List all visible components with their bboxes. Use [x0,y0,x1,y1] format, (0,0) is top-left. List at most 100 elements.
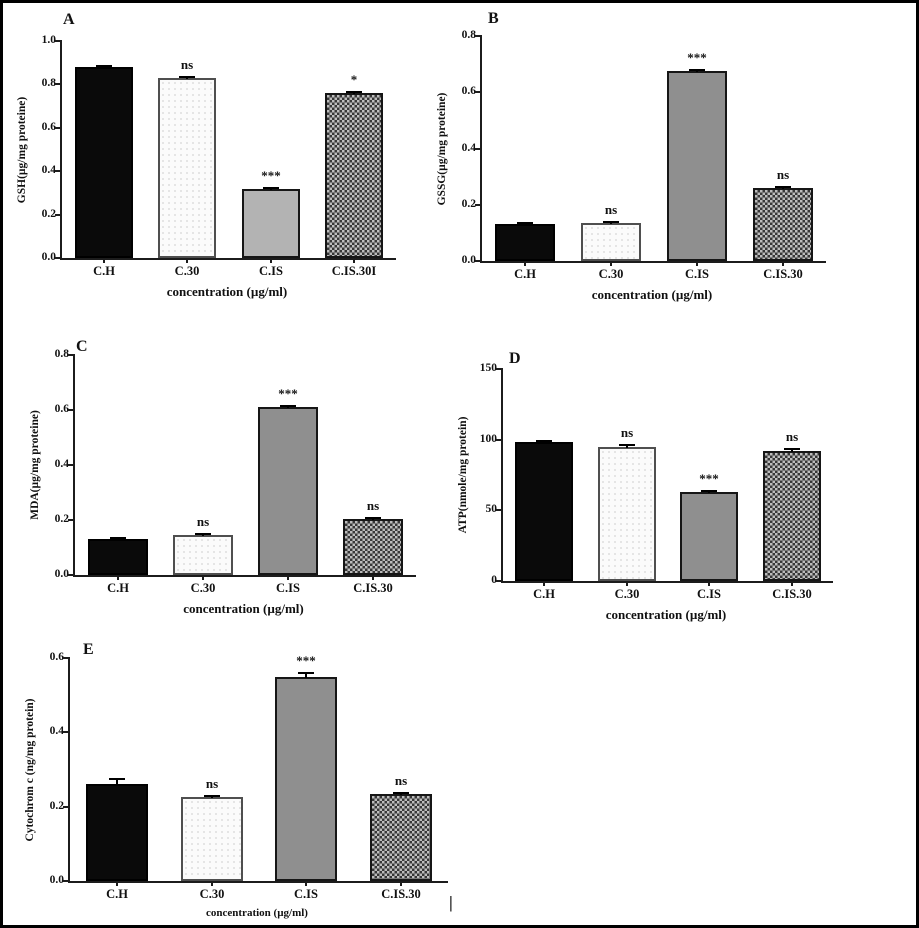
significance-label: *** [296,653,316,668]
y-tick-mark [496,438,503,441]
bar-C.30 [181,797,243,881]
error-bar [298,672,314,678]
error-bar [689,69,705,72]
y-tick-label: 0.2 [41,207,56,220]
y-tick-label: 0.8 [461,29,476,41]
y-tick-mark [496,368,503,370]
y-tick-mark [68,464,75,466]
error-bar [263,187,279,190]
y-axis-title: MDA(µg/mg proteine) [29,410,41,520]
x-tick-mark [543,581,545,586]
bar-C.30 [581,223,641,261]
y-tick-label: 0.2 [49,799,64,812]
bar-C.IS [680,492,738,581]
plot-area-D: 0 50 100 150 C.H ns C.30 *** C.IS ns C.IS.30 [480,362,833,601]
y-tick-label: 0.4 [461,141,476,154]
x-category-label: C.IS [276,581,300,595]
stray-mark: | [449,893,453,912]
bar-C.IS.30 [370,794,432,881]
x-category-label: C.H [514,267,536,281]
significance-label: *** [699,471,719,486]
error-bar [204,795,220,798]
y-tick-label: 0 [491,574,497,586]
x-tick-mark [211,881,213,886]
y-tick-label: 0.2 [461,197,476,210]
x-tick-mark [103,258,105,263]
plot-area-A: 0.0 0.2 0.4 0.6 0.8 1.0 C.H ns C.30 *** C.IS * C.IS.… [42,34,396,278]
error-bar [701,490,717,493]
bar-C.30 [598,447,656,581]
x-axis-title: concentration (µg/ml) [591,287,713,302]
chart-panel-A: 0.0 0.2 0.4 0.6 0.8 1.0 C.H ns C.30 *** C.IS * C.IS.… [3,3,458,313]
y-tick-mark [475,91,482,94]
error-bar [110,537,126,540]
y-tick-mark [63,657,70,659]
y-tick-label: 0.4 [54,458,69,470]
x-tick-mark [372,575,374,580]
x-category-label: C.H [533,587,555,601]
error-bar [365,517,381,520]
y-tick-label: 0.4 [41,164,56,177]
significance-label: ns [366,498,380,513]
y-tick-mark [68,354,75,356]
x-tick-mark [696,261,698,266]
x-category-label: C.IS [294,887,318,901]
significance-label: ns [180,57,194,72]
significance-label: * [350,72,358,87]
x-axis-title: concentration (µg/ml) [183,601,304,616]
y-axis-title: GSH(µg/mg proteine) [16,96,28,203]
significance-label: ns [620,425,634,440]
x-tick-mark [524,261,526,266]
x-tick-mark [708,581,710,586]
x-tick-mark [116,881,118,886]
error-bar [109,778,125,785]
y-tick-mark [496,580,503,582]
error-bar [536,440,552,443]
error-bar [775,186,791,189]
y-axis-title: ATP(nmole/mg protein) [457,416,469,534]
plot-area-B: 0.0 0.2 0.4 0.6 0.8 C.H ns C.30 *** C.IS ns C.IS.30 [462,29,826,281]
bar-C.H [88,539,148,575]
error-bar [603,221,619,224]
error-bar [393,792,409,795]
significance-label: *** [278,386,298,401]
y-axis-title: Cytochrom c (ng/mg protein) [24,698,36,841]
bar-C.30 [158,78,216,258]
bar-C.IS [258,407,318,575]
x-category-label: C.H [106,887,128,901]
plot-area-E: 0.0 0.2 0.4 0.6 C.H ns C.30 *** C.IS ns C.IS.30 [50,651,448,901]
x-tick-mark [270,258,272,263]
panel-label-B: B [488,10,499,27]
y-tick-label: 0.6 [461,85,476,98]
y-tick-mark [475,147,482,150]
x-tick-mark [626,581,628,586]
x-category-label: C.30 [614,587,640,601]
y-tick-label: 0.6 [41,120,56,133]
x-tick-mark [186,258,188,263]
bar-C.IS [667,71,727,261]
significance-label: ns [196,514,210,529]
y-tick-label: 1.0 [41,34,56,46]
panel-label-E: E [83,641,94,658]
x-category-label: C.IS.30 [772,587,812,601]
x-category-label: C.IS [697,587,721,601]
x-category-label: C.IS.30I [331,264,377,278]
x-tick-mark [400,881,402,886]
y-tick-mark [68,519,75,521]
y-tick-label: 0.0 [41,251,56,263]
panel-label-C: C [76,338,88,355]
y-tick-mark [68,574,75,576]
y-tick-label: 0.0 [461,254,476,266]
chart-panel-E: 0.0 0.2 0.4 0.6 C.H ns C.30 *** C.IS ns C.IS.30 E C… [3,623,473,925]
error-bar [346,91,362,94]
plot-area-C: 0.0 0.2 0.4 0.6 0.8 C.H ns C.30 *** C.IS ns C.IS.30 [55,348,416,595]
x-tick-mark [791,581,793,586]
y-axis-title: GSSG(µg/mg proteine) [436,92,448,205]
error-bar [619,444,635,448]
bar-C.IS.30I [325,93,383,258]
x-category-label: C.IS [685,267,709,281]
x-axis-title: concentration (µg/ml) [206,907,308,919]
x-category-label: C.30 [174,264,200,278]
x-category-label: C.30 [598,267,624,281]
